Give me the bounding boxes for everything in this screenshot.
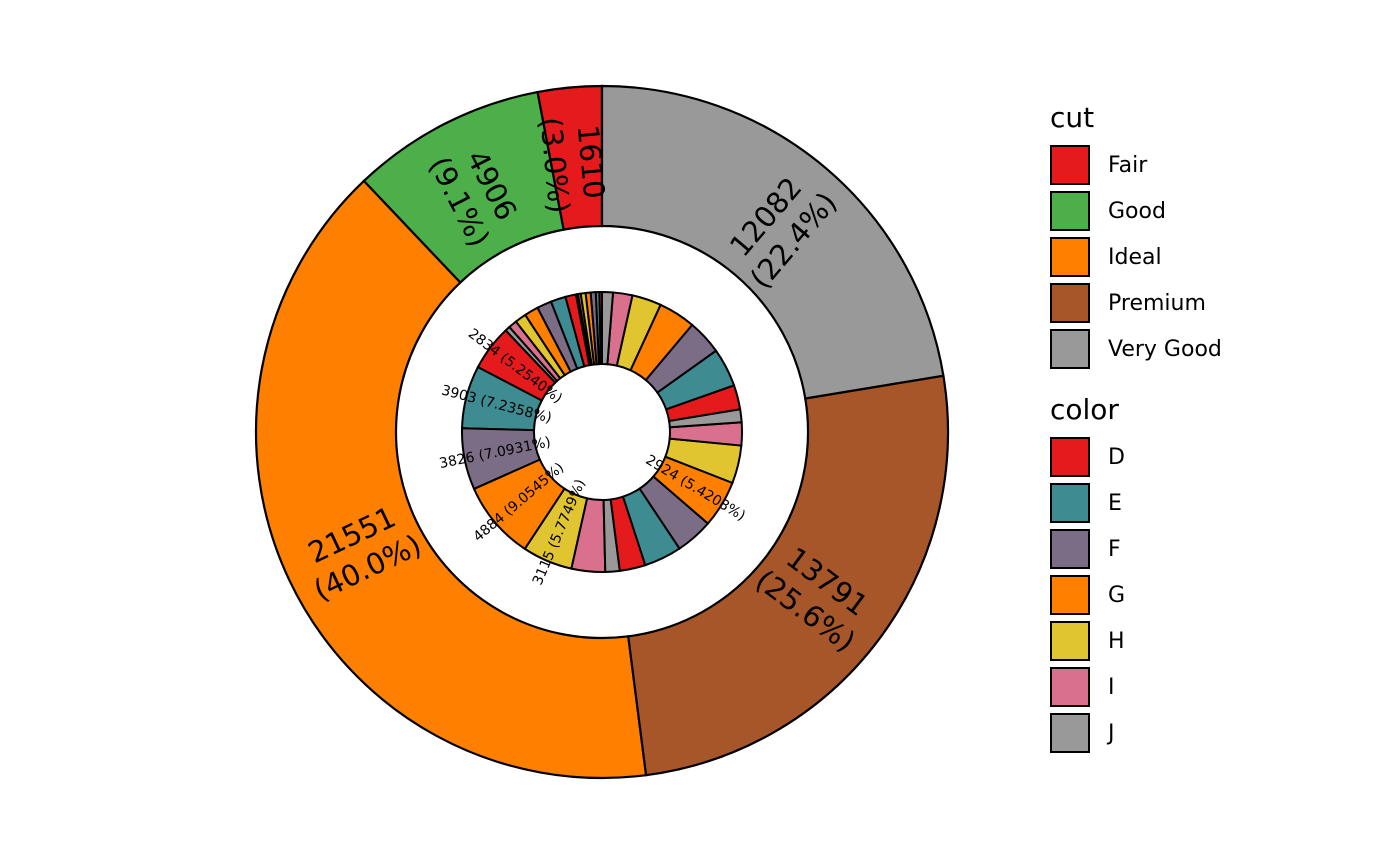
legend-color-title: color <box>1050 393 1119 426</box>
legend-item-f: F <box>1050 526 1370 572</box>
legend-item-d: D <box>1050 434 1370 480</box>
legend-label-ideal: Ideal <box>1108 244 1162 270</box>
legend-label-good: Good <box>1108 198 1166 224</box>
legend-swatch-fair <box>1050 145 1090 185</box>
legend-label-g: G <box>1108 582 1126 608</box>
outer-slice-very-good <box>600 84 945 400</box>
legend-label-e: E <box>1108 490 1122 516</box>
legend-item-j: J <box>1050 710 1370 756</box>
legend-label-fair: Fair <box>1108 152 1148 178</box>
legend-item-good: Good <box>1050 188 1370 234</box>
legend-cut-title: cut <box>1050 101 1095 134</box>
legend-item-i: I <box>1050 664 1370 710</box>
legend-swatch-f <box>1050 529 1090 569</box>
legend-swatch-j <box>1050 713 1090 753</box>
legend-label-i: I <box>1108 674 1115 700</box>
legend-swatch-i <box>1050 667 1090 707</box>
legend-item-ideal: Ideal <box>1050 234 1370 280</box>
outer-slice-premium <box>627 374 950 777</box>
legend-item-very-good: Very Good <box>1050 326 1370 372</box>
legend-swatch-d <box>1050 437 1090 477</box>
legend-label-j: J <box>1108 720 1115 746</box>
legend-label-premium: Premium <box>1108 290 1206 316</box>
legend-swatch-premium <box>1050 283 1090 323</box>
legend-color: color D E F G H I J <box>1050 396 1370 756</box>
legend-label-h: H <box>1108 628 1125 654</box>
inner-slice-very-good-j <box>601 290 615 366</box>
legend-item-g: G <box>1050 572 1370 618</box>
inner-ring-color <box>461 290 743 573</box>
legend-swatch-h <box>1050 621 1090 661</box>
outer-slice-ideal <box>254 179 648 780</box>
legend-swatch-good <box>1050 191 1090 231</box>
outer-ring-cut <box>254 84 950 780</box>
legend-label-very-good: Very Good <box>1108 336 1222 362</box>
legend-label-f: F <box>1108 536 1121 562</box>
legend-swatch-very-good <box>1050 329 1090 369</box>
legend-label-d: D <box>1108 444 1125 470</box>
legend-swatch-ideal <box>1050 237 1090 277</box>
legend-swatch-g <box>1050 575 1090 615</box>
legend-item-premium: Premium <box>1050 280 1370 326</box>
legend-item-e: E <box>1050 480 1370 526</box>
legend-item-h: H <box>1050 618 1370 664</box>
legend-cut: cut Fair Good Ideal Premium Very Good <box>1050 104 1370 372</box>
legend-swatch-e <box>1050 483 1090 523</box>
legend-item-fair: Fair <box>1050 142 1370 188</box>
